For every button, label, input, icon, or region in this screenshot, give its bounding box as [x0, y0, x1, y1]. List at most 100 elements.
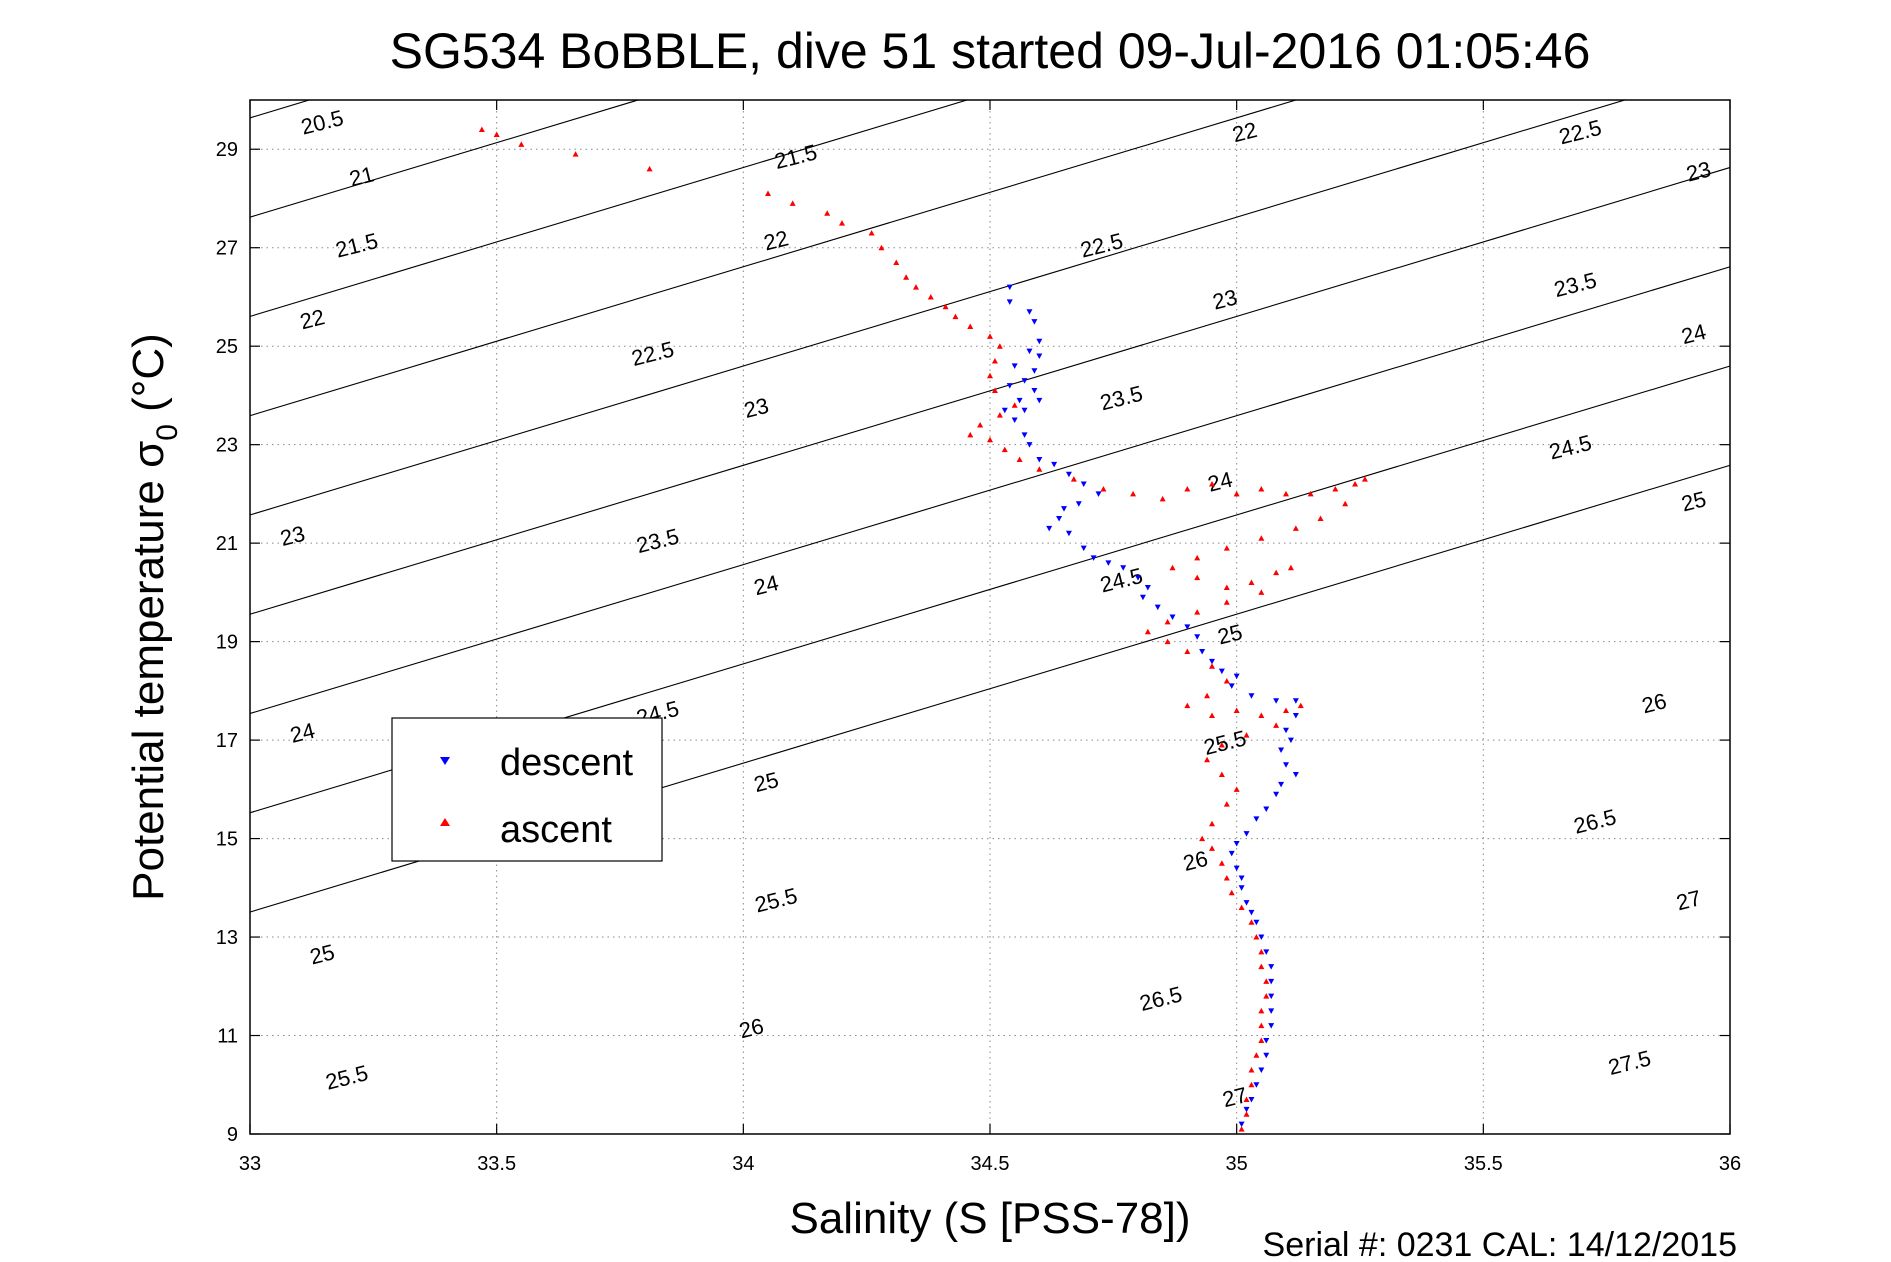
ascent-point [1184, 648, 1191, 654]
ascent-point [1243, 1096, 1250, 1103]
x-tick-label: 34 [732, 1153, 754, 1175]
ascent-point [765, 190, 771, 197]
ascent-point [1100, 485, 1107, 492]
ascent-point [1184, 702, 1191, 709]
contour-label: 24 [1679, 319, 1709, 349]
ascent-point [493, 131, 500, 137]
ascent-point [1001, 446, 1008, 453]
descent-point [1283, 762, 1289, 768]
series-descent [1001, 284, 1299, 1128]
legend-descent-marker [440, 757, 450, 765]
descent-point [1233, 840, 1240, 847]
descent-point [1021, 378, 1028, 384]
axis-ticks: 33 33.5 34 34.5 35 35.5 36 9 11 13 15 17 19 21 23 25 27 2… [216, 100, 1741, 1175]
descent-point [1292, 712, 1299, 719]
ascent-point [1233, 707, 1240, 714]
descent-point [1046, 525, 1053, 532]
descent-point [1095, 491, 1102, 497]
descent-point [1287, 737, 1294, 744]
contour-label: 23 [1210, 284, 1240, 314]
ascent-point [1036, 466, 1043, 472]
descent-point [1026, 309, 1033, 315]
ascent-point [1253, 1052, 1260, 1058]
ascent-point [1209, 845, 1215, 851]
ascent-point [1263, 993, 1270, 999]
ascent-point [839, 220, 845, 226]
y-tick-label: 27 [216, 238, 238, 260]
descent-point [1253, 1082, 1260, 1088]
ascent-point [1317, 515, 1324, 522]
descent-point [1218, 668, 1225, 675]
contour-label: 22 [761, 225, 791, 255]
ascent-point [1258, 712, 1265, 718]
descent-point [1184, 624, 1191, 630]
ascent-point [1218, 860, 1225, 866]
ascent-point [1130, 490, 1137, 497]
descent-point [1036, 338, 1043, 345]
x-tick-label: 35 [1226, 1153, 1248, 1175]
ascent-point [1248, 919, 1255, 925]
descent-point [1268, 1008, 1275, 1014]
x-tick-label: 35.5 [1464, 1153, 1503, 1175]
y-axis-label-subscript: 0 [151, 424, 184, 441]
ascent-point [1159, 495, 1166, 502]
ascent-point [1223, 545, 1230, 551]
x-tick-label: 36 [1719, 1153, 1741, 1175]
descent-point [1243, 831, 1250, 837]
series-ascent [478, 126, 1368, 1132]
ascent-point [1228, 889, 1235, 896]
descent-point [1105, 560, 1112, 566]
descent-point [1268, 1023, 1275, 1029]
ascent-point [1144, 628, 1151, 635]
ascent-point [1184, 485, 1191, 492]
descent-point [1065, 471, 1072, 478]
descent-point [1144, 584, 1151, 591]
ascent-point [987, 372, 993, 379]
ascent-point [1263, 978, 1270, 984]
descent-point [1026, 442, 1033, 448]
y-tick-label: 25 [216, 336, 238, 358]
legend-box [391, 717, 663, 862]
y-tick-label: 15 [216, 829, 238, 851]
x-tick-label: 33 [239, 1153, 261, 1175]
ascent-point [1307, 490, 1314, 497]
ascent-point [1209, 481, 1215, 487]
ascent-point [1011, 402, 1018, 408]
ascent-point [1352, 481, 1359, 487]
descent-point [1011, 417, 1018, 424]
ascent-point [1258, 948, 1265, 955]
descent-point [1243, 900, 1250, 906]
ascent-point [1258, 589, 1265, 595]
ascent-point [987, 436, 993, 443]
descent-point [1209, 658, 1215, 665]
chart-title: SG534 BoBBLE, dive 51 started 09-Jul-201… [390, 23, 1591, 79]
descent-point [1169, 614, 1176, 620]
ascent-point [1233, 490, 1240, 497]
descent-point [1036, 456, 1043, 463]
descent-point [1253, 919, 1260, 926]
ascent-point [1258, 963, 1265, 970]
y-tick-label: 19 [216, 632, 238, 654]
descent-point [1283, 727, 1289, 734]
ascent-point [903, 274, 910, 280]
descent-point [1268, 964, 1275, 970]
descent-point [1292, 698, 1299, 704]
isopycnal-line [250, 100, 1298, 417]
ascent-point [1243, 1111, 1250, 1117]
descent-point [1080, 481, 1087, 488]
ascent-point [1016, 456, 1023, 462]
descent-point [1248, 1097, 1255, 1103]
contour-label: 27 [1674, 885, 1704, 915]
ascent-point [1194, 554, 1201, 561]
descent-point [1031, 368, 1038, 374]
isopycnal-line [0, 0, 141, 1262]
ascent-point [1223, 584, 1230, 590]
ascent-point [1223, 599, 1230, 605]
ascent-point [572, 151, 579, 157]
ascent-point [991, 357, 998, 364]
descent-point [1001, 407, 1008, 414]
descent-point [1233, 673, 1240, 680]
